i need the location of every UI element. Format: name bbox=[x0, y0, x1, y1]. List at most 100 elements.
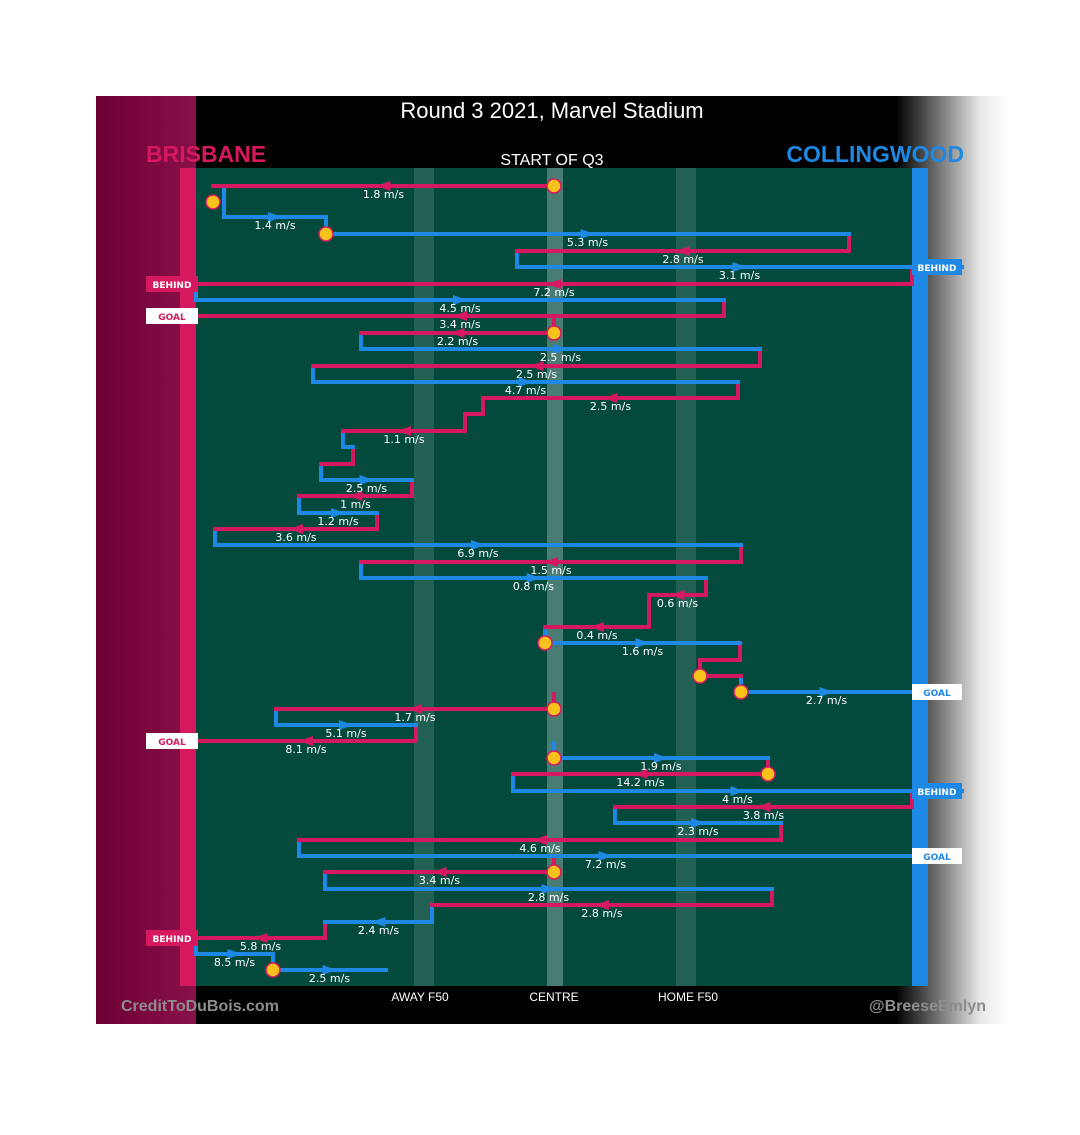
direction-arrow bbox=[471, 540, 485, 550]
credit-left: CreditToDuBois.com bbox=[121, 998, 279, 1015]
speed-label: 2.4 m/s bbox=[358, 924, 399, 937]
direction-arrow bbox=[595, 900, 609, 910]
speed-label: 2.8 m/s bbox=[528, 891, 569, 904]
speed-label: 0.4 m/s bbox=[576, 629, 617, 642]
direction-arrow bbox=[580, 229, 595, 239]
direction-arrow bbox=[529, 361, 544, 371]
direction-arrow bbox=[289, 524, 303, 534]
speed-label: 2.5 m/s bbox=[516, 368, 557, 381]
brisbane-goal-bar bbox=[180, 168, 196, 986]
speed-label: 14.2 m/s bbox=[616, 776, 664, 789]
speed-label: 2.5 m/s bbox=[540, 351, 581, 364]
direction-arrow bbox=[432, 867, 447, 877]
speed-label: 3.4 m/s bbox=[419, 874, 460, 887]
direction-arrow bbox=[397, 426, 411, 436]
direction-arrow bbox=[453, 311, 467, 321]
score-label: GOAL bbox=[923, 689, 951, 699]
score-box bbox=[146, 276, 198, 292]
stoppage-marker bbox=[760, 766, 776, 782]
direction-arrow bbox=[331, 508, 345, 518]
speed-label: 1.5 m/s bbox=[530, 564, 571, 577]
direction-arrow bbox=[322, 965, 337, 975]
stoppage-marker bbox=[318, 226, 334, 242]
direction-arrow bbox=[670, 590, 685, 600]
direction-arrow bbox=[533, 835, 547, 845]
score-box bbox=[912, 684, 962, 700]
speed-label: 1.4 m/s bbox=[254, 219, 295, 232]
direction-arrow bbox=[541, 884, 556, 894]
x-tick-label: HOME F50 bbox=[658, 990, 718, 1004]
score-label: GOAL bbox=[158, 313, 186, 323]
direction-arrow bbox=[603, 393, 618, 403]
team-right-label: COLLINGWOOD bbox=[786, 141, 964, 167]
score-box bbox=[912, 783, 962, 799]
score-box bbox=[912, 848, 962, 864]
speed-label: 4.6 m/s bbox=[519, 842, 560, 855]
speed-label: 1.1 m/s bbox=[383, 433, 424, 446]
speed-label: 5.1 m/s bbox=[325, 727, 366, 740]
direction-arrow bbox=[676, 246, 690, 256]
direction-arrow bbox=[339, 720, 353, 730]
direction-arrow bbox=[544, 557, 558, 567]
direction-arrow bbox=[553, 344, 568, 354]
speed-label: 3.1 m/s bbox=[719, 269, 760, 282]
direction-arrow bbox=[691, 818, 705, 828]
direction-arrow bbox=[253, 933, 268, 943]
speed-label: 1 m/s bbox=[340, 498, 371, 511]
stoppage-marker bbox=[537, 635, 553, 651]
direction-arrow bbox=[635, 638, 650, 648]
speed-label: 1.8 m/s bbox=[363, 188, 404, 201]
speed-label: 5.3 m/s bbox=[567, 236, 608, 249]
chart-subtitle: START OF Q3 bbox=[500, 152, 604, 169]
stoppage-marker bbox=[546, 864, 562, 880]
score-label: BEHIND bbox=[153, 935, 192, 945]
stoppage-marker bbox=[546, 750, 562, 766]
speed-label: 2.8 m/s bbox=[581, 907, 622, 920]
direction-arrow bbox=[453, 295, 467, 305]
speed-label: 6.9 m/s bbox=[457, 547, 498, 560]
x-tick-label: AWAY F50 bbox=[391, 990, 449, 1004]
speed-label: 4 m/s bbox=[722, 793, 753, 806]
direction-arrow bbox=[376, 181, 391, 191]
direction-arrow bbox=[268, 212, 282, 222]
score-label: BEHIND bbox=[153, 281, 192, 291]
direction-arrow bbox=[408, 704, 422, 714]
direction-arrow bbox=[598, 851, 613, 861]
score-label: BEHIND bbox=[918, 264, 957, 274]
direction-arrow bbox=[633, 769, 648, 779]
speed-label: 3.8 m/s bbox=[743, 809, 784, 822]
speed-label: 5.8 m/s bbox=[240, 940, 281, 953]
score-box bbox=[146, 733, 198, 749]
speed-label: 2.2 m/s bbox=[437, 335, 478, 348]
direction-arrow bbox=[348, 491, 363, 501]
speed-label: 4.5 m/s bbox=[439, 302, 480, 315]
direction-arrow bbox=[359, 475, 374, 485]
credit-right: @BreeseEmlyn bbox=[869, 998, 986, 1015]
team-left-label: BRISBANE bbox=[146, 141, 267, 167]
stoppage-marker bbox=[733, 684, 749, 700]
speed-label: 2.7 m/s bbox=[806, 694, 847, 707]
direction-arrow bbox=[547, 279, 561, 289]
speed-label: 1.2 m/s bbox=[317, 515, 358, 528]
speed-label: 8.1 m/s bbox=[285, 743, 326, 756]
speed-label: 7.2 m/s bbox=[533, 286, 574, 299]
direction-arrow bbox=[227, 949, 242, 959]
direction-arrow bbox=[654, 753, 668, 763]
speed-label: 2.5 m/s bbox=[309, 972, 350, 985]
score-box bbox=[146, 308, 198, 324]
direction-arrow bbox=[819, 687, 834, 697]
score-label: GOAL bbox=[158, 738, 186, 748]
chart-title: Round 3 2021, Marvel Stadium bbox=[400, 98, 704, 123]
stoppage-marker bbox=[546, 701, 562, 717]
speed-label: 1.6 m/s bbox=[622, 645, 663, 658]
score-label: BEHIND bbox=[918, 788, 957, 798]
direction-arrow bbox=[371, 917, 386, 927]
stoppage-marker bbox=[265, 962, 281, 978]
direction-arrow bbox=[299, 736, 313, 746]
stoppage-marker bbox=[546, 325, 562, 341]
stoppage-marker bbox=[692, 668, 708, 684]
collingwood-goal-bar bbox=[912, 168, 928, 986]
direction-arrow bbox=[756, 802, 771, 812]
direction-arrow bbox=[732, 262, 747, 272]
